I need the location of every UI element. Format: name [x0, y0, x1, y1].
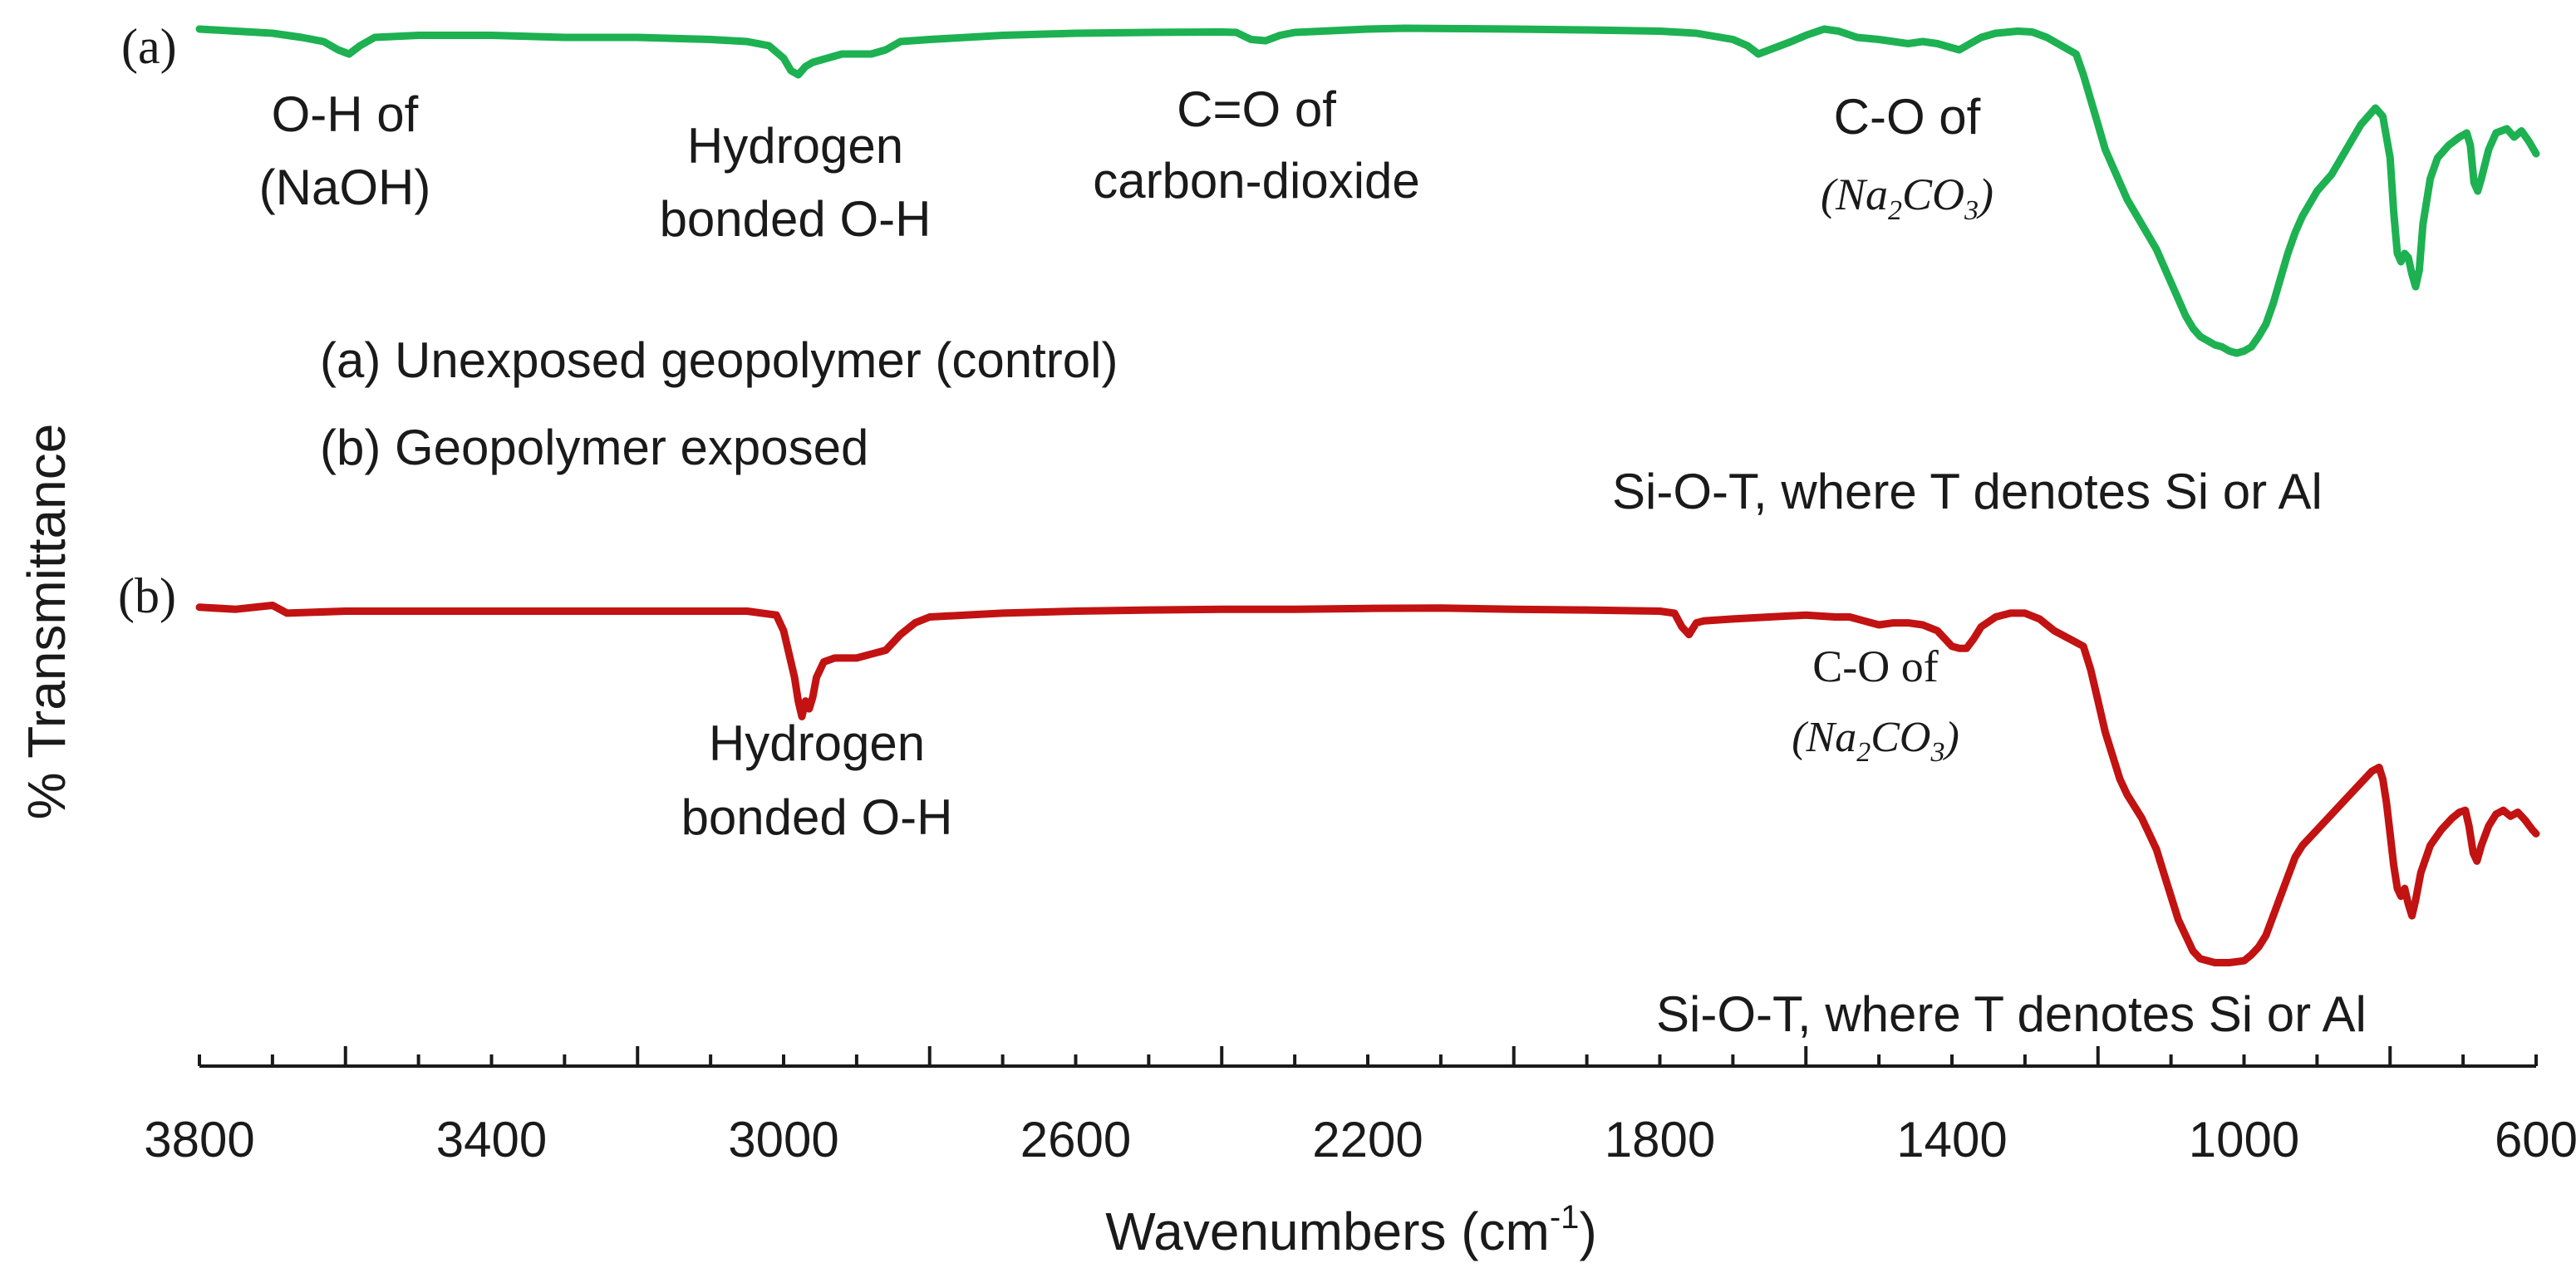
- legend: (a) Unexposed geopolymer (control) (b) G…: [320, 332, 1118, 475]
- x-tick-label: 3400: [436, 1112, 547, 1167]
- x-tick-label: 1800: [1605, 1112, 1715, 1167]
- x-tick-label: 1000: [2189, 1112, 2299, 1167]
- x-tick-label: 1400: [1896, 1112, 2007, 1167]
- series-line-exposed: [195, 602, 2540, 966]
- annotation-text: Hydrogen: [709, 715, 925, 771]
- annotation-formula: (Na2CO3): [1792, 714, 1959, 768]
- annotation-hydrogen-bonded-a: Hydrogen bonded O-H: [660, 118, 932, 247]
- annotation-text: carbon-dioxide: [1093, 153, 1420, 209]
- x-ticks: 3800 3400 3000 2600 2200 1800 1400 1000 600: [144, 1046, 2576, 1167]
- annotation-hydrogen-bonded-b: Hydrogen bonded O-H: [681, 715, 953, 845]
- x-tick-label: 3000: [728, 1112, 838, 1167]
- x-tick-label: 3800: [144, 1112, 254, 1167]
- annotation-si-o-t-b: Si-O-T, where T denotes Si or Al: [1656, 986, 2367, 1042]
- annotation-oh-naoh: O-H of (NaOH): [259, 86, 431, 215]
- x-tick-label: 2200: [1312, 1112, 1423, 1167]
- x-tick-label: 2600: [1020, 1112, 1131, 1167]
- annotation-text: O-H of: [272, 86, 419, 142]
- annotation-text: C-O of: [1834, 89, 1981, 145]
- annotation-c-o-b: C-O of (Na2CO3): [1792, 641, 1959, 768]
- annotation-text: C=O of: [1177, 81, 1336, 137]
- legend-entry-b: (b) Geopolymer exposed: [320, 420, 868, 475]
- annotation-text: (NaOH): [259, 160, 431, 215]
- annotation-text: bonded O-H: [681, 789, 953, 845]
- x-axis-title: Wavenumbers (cm-1): [1105, 1199, 1597, 1261]
- annotation-text: C-O of: [1812, 641, 1938, 691]
- annotation-formula: (Na2CO3): [1821, 170, 1993, 226]
- annotation-co2: C=O of carbon-dioxide: [1093, 81, 1420, 209]
- plot-area: [195, 24, 2540, 966]
- panel-label-b: (b): [118, 568, 176, 623]
- x-tick-label: 600: [2495, 1112, 2576, 1167]
- annotation-text: bonded O-H: [660, 191, 932, 247]
- legend-entry-a: (a) Unexposed geopolymer (control): [320, 332, 1118, 388]
- series-line-unexposed: [195, 24, 2540, 357]
- annotation-si-o-t-a: Si-O-T, where T denotes Si or Al: [1612, 464, 2323, 519]
- annotation-text: Hydrogen: [687, 118, 903, 174]
- panel-label-a: (a): [121, 19, 177, 74]
- x-axis: 3800 3400 3000 2600 2200 1800 1400 1000 600: [144, 1046, 2576, 1167]
- y-axis-title: % Transmittance: [17, 424, 76, 820]
- annotation-c-o-a: C-O of (Na2CO3): [1821, 89, 1993, 226]
